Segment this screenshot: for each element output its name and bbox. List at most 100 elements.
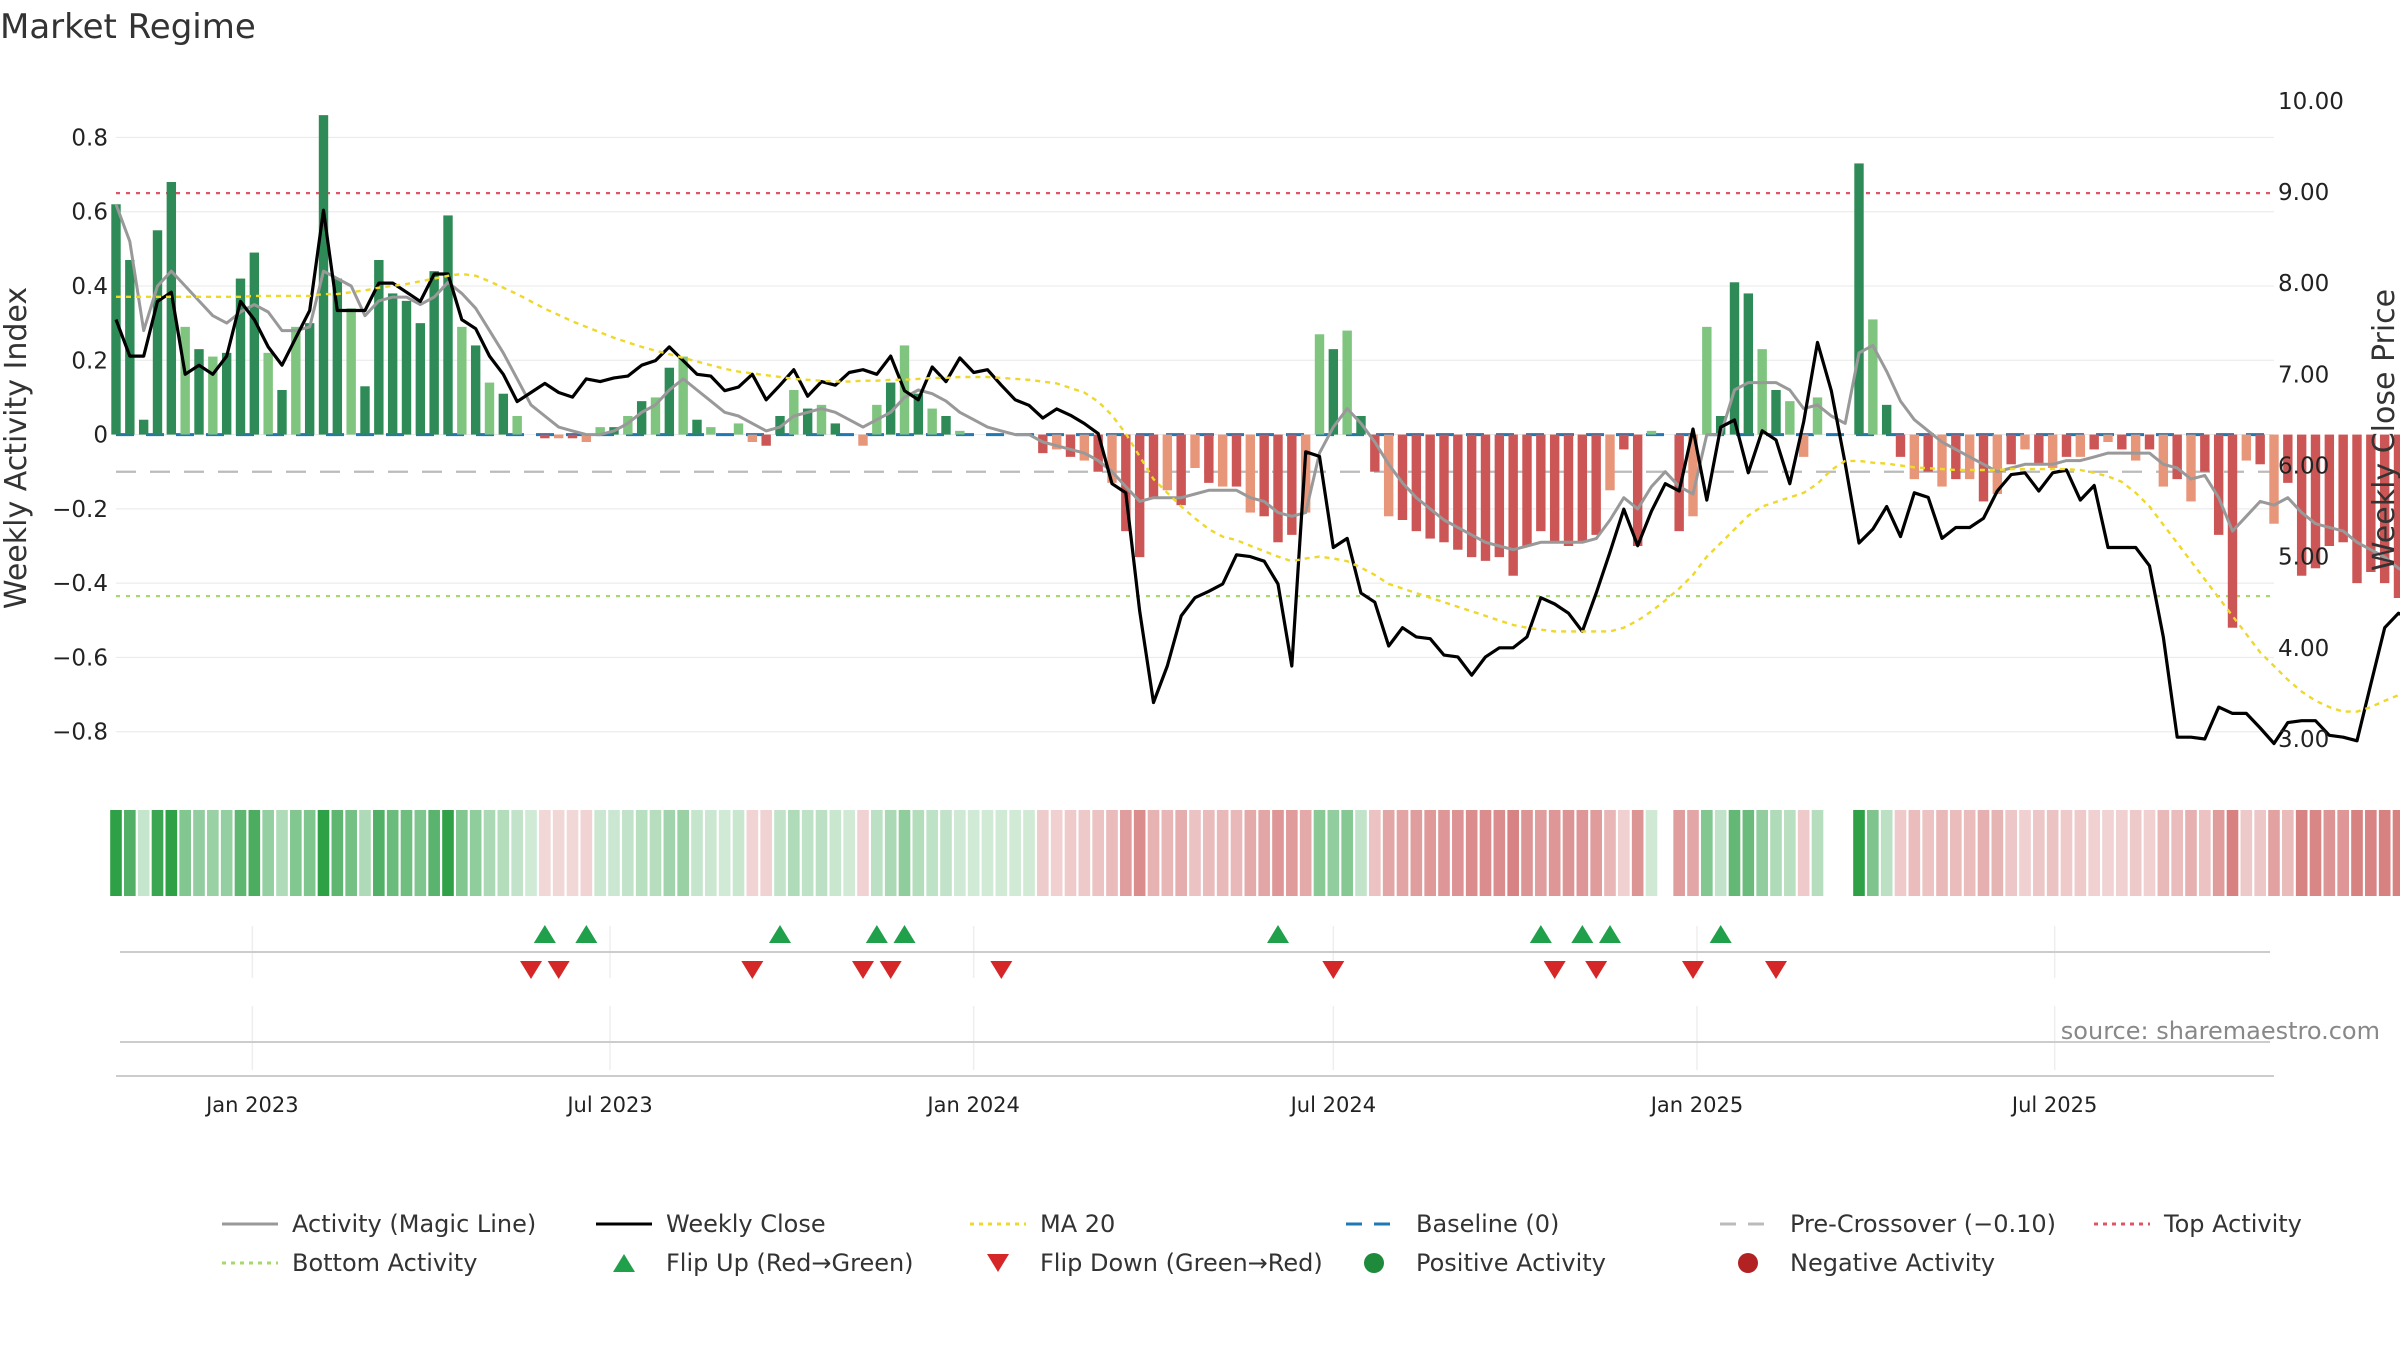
strip-cell-149 (2171, 810, 2183, 896)
activity-bar-121 (1785, 401, 1795, 435)
series-line-2 (116, 272, 2400, 713)
activity-bar-54 (858, 434, 868, 446)
strip-cell-79 (1203, 810, 1215, 896)
strip-cell-59 (926, 810, 938, 896)
strip-cell-148 (2157, 810, 2170, 896)
activity-bar-160 (2324, 434, 2335, 546)
strip-cell-140 (2046, 810, 2059, 896)
activity-bar-113 (1674, 434, 1684, 532)
activity-bar-130 (1909, 434, 1920, 480)
strip-cell-94 (1410, 810, 1423, 896)
activity-bar-150 (2186, 434, 2196, 502)
strip-cell-156 (2268, 810, 2280, 896)
activity-bar-28 (498, 393, 509, 435)
strip-cell-3 (151, 810, 164, 896)
activity-bar-139 (2034, 434, 2044, 465)
activity-bar-158 (2296, 434, 2307, 576)
activity-bar-29 (512, 416, 522, 435)
legend-label-2: MA 20 (1040, 1210, 1115, 1238)
legend-label-0: Activity (Magic Line) (292, 1210, 536, 1238)
strip-cell-117 (1728, 810, 1741, 896)
activity-bar-26 (470, 345, 481, 435)
flip-up-marker-6 (1529, 925, 1552, 943)
activity-bar-100 (1494, 434, 1505, 558)
activity-bar-72 (1107, 434, 1117, 483)
activity-bar-11 (263, 352, 273, 435)
legend-label-6: Bottom Activity (292, 1249, 477, 1277)
activity-bar-135 (1978, 434, 1989, 502)
flip-down-marker-3 (852, 961, 874, 979)
legend-label-1: Weekly Close (666, 1210, 826, 1238)
strip-cell-16 (331, 810, 344, 896)
strip-cell-38 (635, 810, 648, 896)
strip-cell-144 (2102, 810, 2114, 896)
flip-up-marker-8 (1599, 925, 1621, 943)
left-y-axis-label: Weekly Activity Index (0, 287, 34, 609)
activity-bar-151 (2200, 434, 2210, 472)
strip-cell-135 (1977, 810, 1990, 896)
activity-bar-61 (955, 430, 965, 435)
strip-cell-55 (871, 810, 883, 896)
strip-cell-115 (1701, 810, 1713, 896)
left-tick-label-6: −0.4 (52, 571, 108, 597)
strip-cell-104 (1548, 810, 1561, 896)
activity-bar-83 (1259, 434, 1269, 517)
strip-cell-43 (705, 810, 717, 896)
strip-cell-99 (1479, 810, 1492, 896)
activity-bar-87 (1314, 334, 1325, 435)
activity-bar-58 (913, 393, 924, 435)
strip-cell-66 (1023, 810, 1035, 896)
regime-strip (110, 810, 2400, 896)
strip-cell-61 (954, 810, 966, 896)
strip-cell-162 (2351, 810, 2363, 896)
strip-cell-74 (1133, 810, 1146, 896)
activity-bar-144 (2103, 434, 2113, 442)
strip-cell-158 (2295, 810, 2308, 896)
strip-cell-30 (525, 810, 537, 896)
strip-cell-122 (1797, 810, 1810, 896)
activity-bar-161 (2338, 434, 2348, 543)
activity-bar-17 (346, 308, 356, 435)
activity-bar-110 (1632, 434, 1643, 546)
activity-bar-102 (1522, 434, 1532, 546)
strip-cell-101 (1507, 810, 1519, 896)
flip-down-marker-2 (741, 961, 764, 979)
legend: Activity (Magic Line) Weekly Close MA 20 Ba… (222, 1210, 2302, 1277)
right-y-axis-label: Weekly Close Price (2367, 289, 2400, 571)
activity-bar-164 (2379, 434, 2390, 584)
strip-cell-96 (1438, 810, 1450, 896)
strip-cell-64 (995, 810, 1008, 896)
flip-down-marker-0 (520, 961, 542, 979)
flip-up-marker-2 (769, 925, 791, 943)
strip-cell-6 (193, 810, 205, 896)
strip-cell-81 (1230, 810, 1243, 896)
legend-label-3: Baseline (0) (1416, 1210, 1559, 1238)
activity-bar-131 (1923, 434, 1933, 472)
activity-bar-20 (387, 293, 398, 435)
activity-bar-85 (1287, 434, 1297, 535)
right-tick-label-2: 8.00 (2278, 271, 2329, 297)
activity-bar-155 (2255, 434, 2265, 465)
strip-cell-100 (1493, 810, 1506, 896)
activity-bar-120 (1771, 390, 1781, 435)
strip-cell-0 (110, 810, 122, 896)
strip-cell-127 (1867, 810, 1879, 896)
strip-cell-86 (1299, 810, 1312, 896)
activity-bar-147 (2144, 434, 2155, 450)
activity-bar-67 (1038, 434, 1048, 454)
strip-cell-92 (1382, 810, 1395, 896)
activity-bar-24 (443, 215, 453, 435)
activity-bar-52 (830, 423, 841, 435)
activity-bar-92 (1383, 434, 1394, 517)
strip-cell-150 (2185, 810, 2197, 896)
strip-cell-82 (1244, 810, 1257, 896)
strip-cell-106 (1576, 810, 1589, 896)
strip-cell-121 (1784, 810, 1796, 896)
strip-cell-138 (2019, 810, 2031, 896)
left-tick-label-4: 0 (93, 423, 108, 449)
activity-bar-128 (1881, 404, 1892, 435)
strip-cell-54 (857, 810, 869, 896)
strip-cell-22 (414, 810, 427, 896)
activity-bar-68 (1051, 434, 1062, 450)
